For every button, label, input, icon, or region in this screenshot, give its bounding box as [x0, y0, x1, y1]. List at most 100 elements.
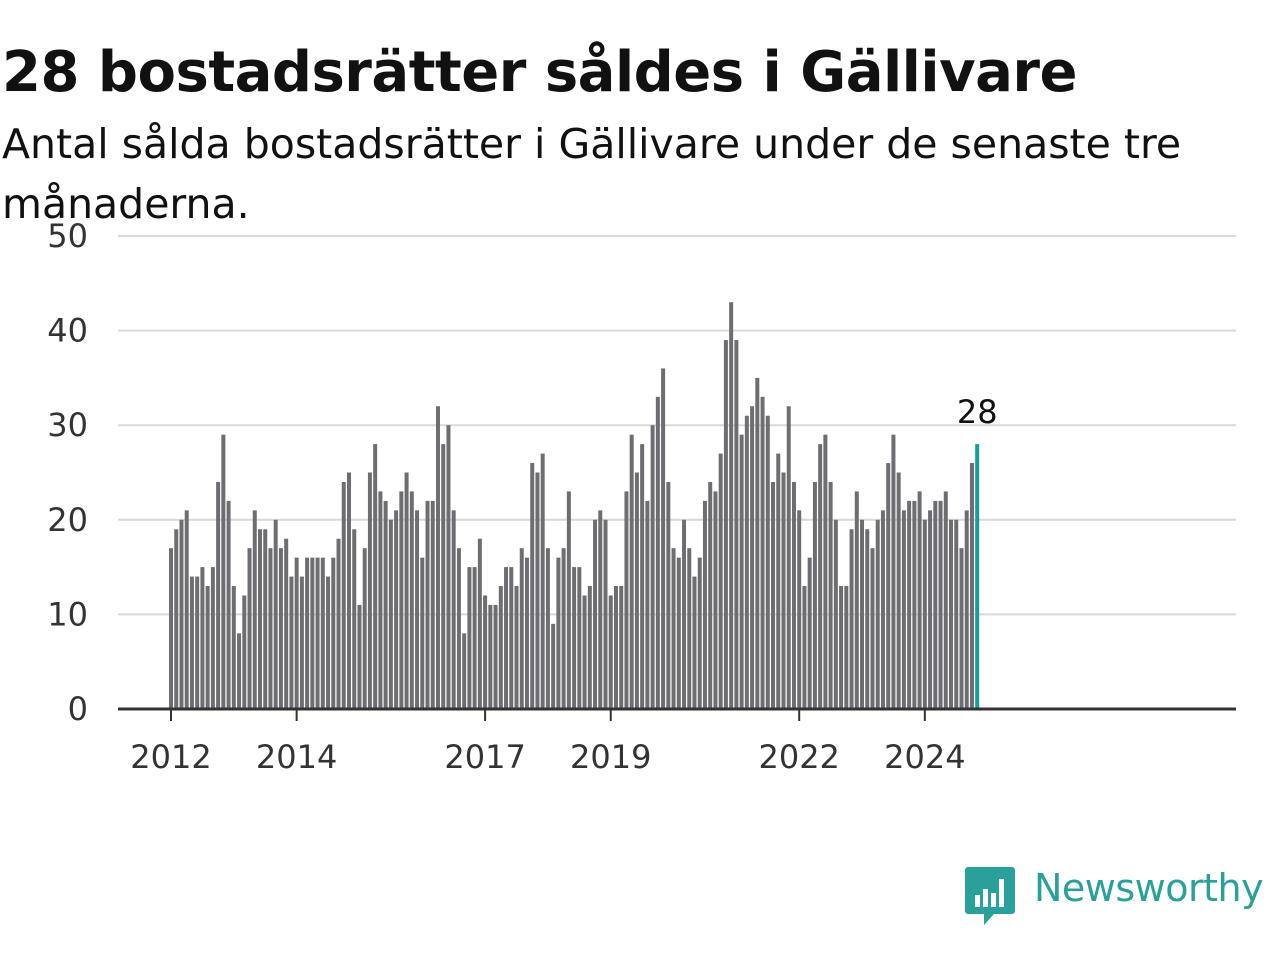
- bar: [891, 434, 896, 709]
- bar: [969, 463, 974, 709]
- bar: [828, 481, 833, 709]
- bar: [650, 425, 655, 709]
- bar: [938, 500, 943, 709]
- bar: [477, 538, 482, 709]
- bar: [734, 340, 739, 709]
- bar: [195, 576, 200, 709]
- bar: [702, 500, 707, 709]
- y-tick-label: 0: [68, 690, 88, 728]
- bar: [566, 491, 571, 709]
- bars: [169, 302, 980, 709]
- bar: [943, 491, 948, 709]
- bar: [362, 548, 367, 709]
- bar: [388, 519, 393, 709]
- bar: [964, 510, 969, 709]
- bar: [682, 519, 687, 709]
- bar: [786, 406, 791, 709]
- bar: [252, 510, 257, 709]
- bar: [928, 510, 933, 709]
- bar: [493, 604, 498, 709]
- bar: [509, 567, 514, 709]
- x-tick-label: 2022: [758, 738, 839, 776]
- bar: [697, 557, 702, 709]
- bar: [912, 500, 917, 709]
- bar: [524, 557, 529, 709]
- bar: [619, 586, 624, 709]
- bar: [933, 500, 938, 709]
- y-tick-label: 10: [47, 595, 88, 633]
- bar: [671, 548, 676, 709]
- bar: [420, 557, 425, 709]
- bar: [949, 519, 954, 709]
- bar: [425, 500, 430, 709]
- bar: [896, 472, 901, 709]
- bar: [561, 548, 566, 709]
- x-tick-label: 2014: [256, 738, 337, 776]
- bar: [781, 472, 786, 709]
- x-axis: 2012 2014 2017 2019 2022 2024: [118, 707, 1236, 776]
- bar-highlight: [975, 444, 980, 709]
- bar: [598, 510, 603, 709]
- bar: [844, 586, 849, 709]
- bar: [216, 481, 221, 709]
- bar: [744, 415, 749, 709]
- bar: [713, 491, 718, 709]
- bar: [430, 500, 435, 709]
- bar: [823, 434, 828, 709]
- bar: [959, 548, 964, 709]
- bar: [849, 529, 854, 709]
- bar: [797, 510, 802, 709]
- bar: [284, 538, 289, 709]
- bar: [247, 548, 252, 709]
- x-tick-label: 2019: [570, 738, 651, 776]
- bar: [739, 434, 744, 709]
- bar: [399, 491, 404, 709]
- y-tick-label: 40: [47, 312, 88, 350]
- bar: [409, 491, 414, 709]
- bar: [655, 396, 660, 709]
- bar: [587, 586, 592, 709]
- x-tick-label: 2012: [130, 738, 211, 776]
- bar: [755, 377, 760, 709]
- bar: [907, 500, 912, 709]
- bar-chart: 0 10 20 30 40 50 2012 2014 2017 2019 2022 2024 28: [47, 217, 1236, 776]
- bar: [791, 481, 796, 709]
- brand-logo: Newsworthy: [964, 864, 1264, 928]
- bar: [901, 510, 906, 709]
- bar: [472, 567, 477, 709]
- bar: [676, 557, 681, 709]
- bar: [404, 472, 409, 709]
- bar: [367, 472, 372, 709]
- bar: [875, 519, 880, 709]
- bar: [771, 481, 776, 709]
- bar: [237, 633, 242, 709]
- bar: [603, 519, 608, 709]
- bar: [305, 557, 310, 709]
- gridlines: [118, 235, 1236, 616]
- bar: [310, 557, 315, 709]
- bar: [530, 463, 535, 709]
- bar: [807, 557, 812, 709]
- x-tick-label: 2024: [884, 738, 965, 776]
- bar: [922, 519, 927, 709]
- bar: [540, 453, 545, 709]
- bar: [352, 529, 357, 709]
- bar: [488, 604, 493, 709]
- bar: [776, 453, 781, 709]
- bar: [593, 519, 598, 709]
- x-tick-label: 2017: [444, 738, 525, 776]
- bar: [870, 548, 875, 709]
- bar: [462, 633, 467, 709]
- bar: [174, 529, 179, 709]
- y-tick-label: 50: [47, 217, 88, 255]
- bar: [373, 444, 378, 709]
- bar: [640, 444, 645, 709]
- bar: [765, 415, 770, 709]
- bar: [189, 576, 194, 709]
- bar: [299, 576, 304, 709]
- bar: [231, 586, 236, 709]
- bar: [812, 481, 817, 709]
- bar: [545, 548, 550, 709]
- bar: [886, 463, 891, 709]
- bar: [854, 491, 859, 709]
